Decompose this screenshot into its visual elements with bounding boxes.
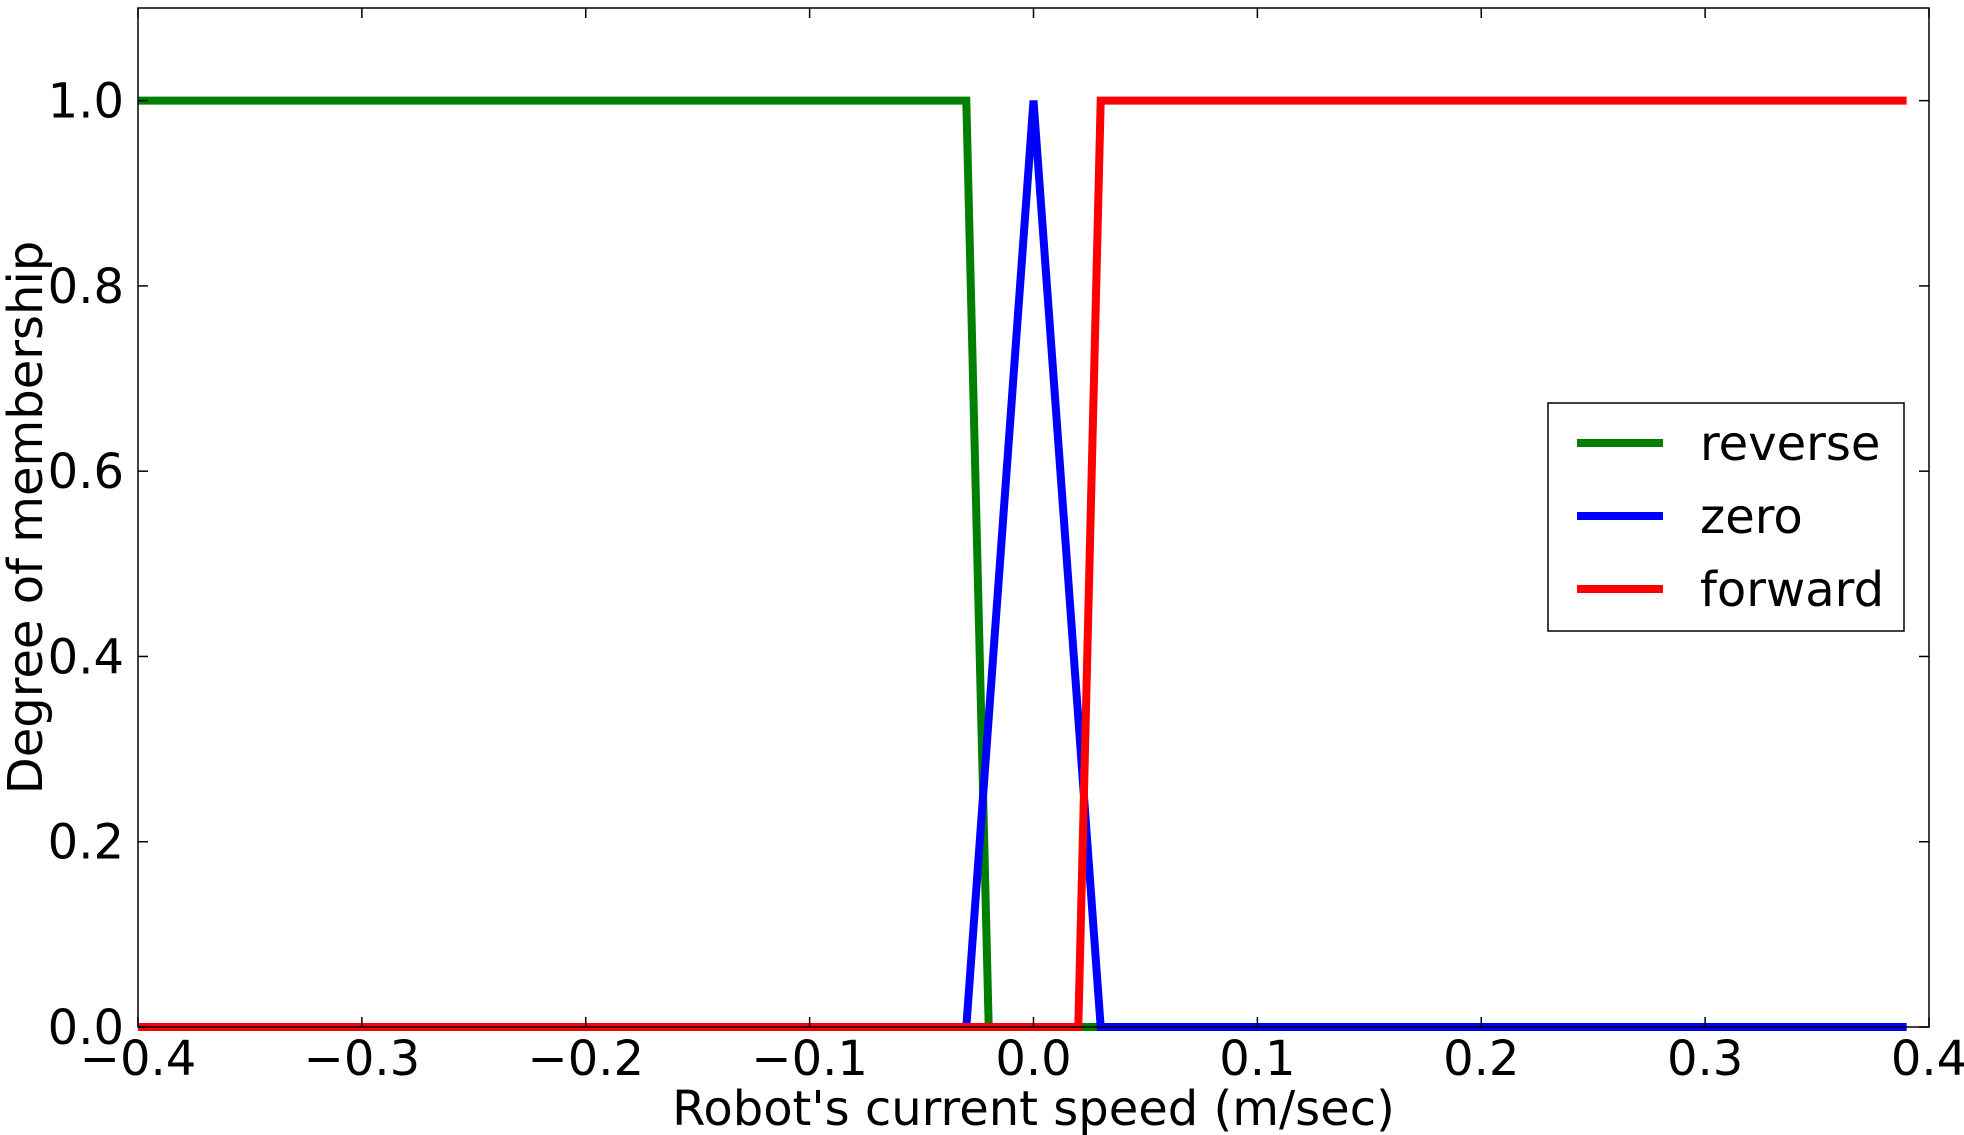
y-tick-label: 0.4 [48, 629, 124, 685]
x-axis-label: Robot's current speed (m/sec) [672, 1081, 1395, 1135]
labels-layer: −0.4 −0.3 −0.2 −0.1 0.0 0.1 0.2 0.3 0.4 0.0 0.2 0.4… [48, 74, 1964, 1087]
x-tick-label: −0.1 [751, 1031, 868, 1087]
x-tick-label: −0.3 [304, 1031, 421, 1087]
legend: reverse zero forward [1547, 402, 1905, 632]
y-tick-label: 1.0 [48, 74, 124, 130]
y-tick-label: 0.2 [48, 815, 124, 871]
legend-label-reverse: reverse [1700, 416, 1880, 472]
y-axis-label: Degree of membership [0, 241, 54, 795]
x-tick-label: −0.4 [80, 1031, 197, 1087]
legend-label-zero: zero [1700, 489, 1803, 545]
y-tick-label: 0.8 [48, 259, 124, 315]
legend-label-forward: forward [1700, 562, 1884, 618]
x-tick-label: 0.3 [1667, 1031, 1743, 1087]
x-tick-label: 0.1 [1219, 1031, 1295, 1087]
y-tick-label: 0.6 [48, 444, 124, 500]
x-tick-label: 0.4 [1891, 1031, 1964, 1087]
plot-frame [137, 7, 1930, 1028]
x-tick-label: −0.2 [527, 1031, 644, 1087]
y-tick-label: 0.0 [48, 1000, 124, 1056]
x-tick-label: 0.2 [1443, 1031, 1519, 1087]
x-tick-label: 0.0 [995, 1031, 1071, 1087]
